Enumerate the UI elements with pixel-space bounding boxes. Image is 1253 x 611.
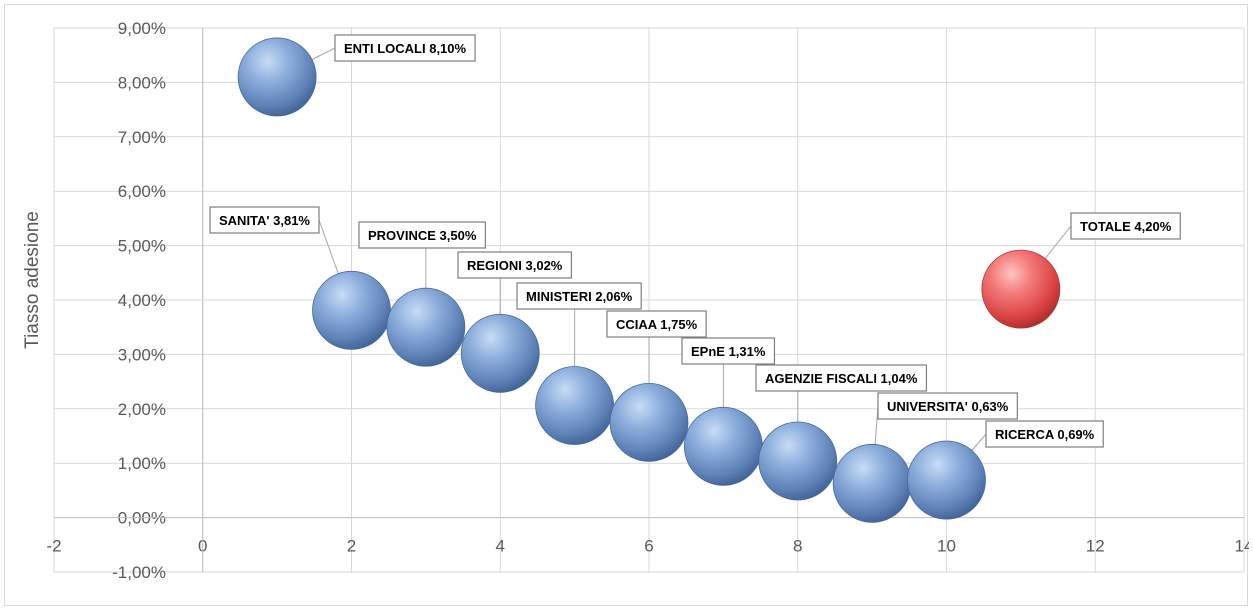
data-label-box <box>334 34 476 62</box>
data-label-box <box>755 364 928 392</box>
bubble-point <box>907 440 986 520</box>
data-label-box <box>606 310 707 338</box>
y-tick-label: 1,00% <box>118 454 166 473</box>
x-tick-label: 8 <box>793 537 802 556</box>
bubble-point <box>386 287 466 367</box>
x-tick-label: 2 <box>347 537 356 556</box>
chart-area: -1,00% 0,00% 1,00% 2,00% 3,00% 4,00% 5,00% 6,00… <box>4 4 1249 606</box>
bubble-point <box>832 443 912 523</box>
data-label: AGENZIE FISCALI 1,04% <box>755 364 928 392</box>
y-tick-label: -1,00% <box>112 563 166 582</box>
data-label-box <box>457 251 572 279</box>
bubble-point <box>237 37 317 117</box>
data-label: UNIVERSITA' 0,63% <box>877 392 1018 420</box>
bubble-point <box>312 270 391 350</box>
y-tick-label: 7,00% <box>118 128 166 147</box>
data-label-text: SANITA' 3,81% <box>219 213 310 228</box>
data-label-box <box>1070 212 1181 240</box>
x-tick-label: 12 <box>1086 537 1105 556</box>
y-tick-label: 3,00% <box>118 345 166 364</box>
data-label-box <box>985 420 1104 448</box>
y-tick-label: 8,00% <box>118 73 166 92</box>
data-label-text: AGENZIE FISCALI 1,04% <box>765 371 918 386</box>
data-label: EPnE 1,31% <box>681 337 776 365</box>
data-label: CCIAA 1,75% <box>606 310 707 338</box>
data-label-text: EPnE 1,31% <box>691 344 766 359</box>
data-label-box <box>681 337 776 365</box>
data-label-text: RICERCA 0,69% <box>995 427 1095 442</box>
data-label-text: TOTALE 4,20% <box>1080 219 1172 234</box>
y-tick-label: 4,00% <box>118 291 166 310</box>
data-label-text: ENTI LOCALI 8,10% <box>344 41 467 56</box>
bubble-point <box>460 313 540 393</box>
x-tick-label: 10 <box>937 537 956 556</box>
bubble-point <box>609 382 689 462</box>
data-label: ENTI LOCALI 8,10% <box>334 34 476 62</box>
y-tick-label: 9,00% <box>118 19 166 38</box>
data-label-text: UNIVERSITA' 0,63% <box>887 399 1009 414</box>
x-tick-label: 6 <box>644 537 653 556</box>
bubble-point <box>683 406 763 486</box>
data-label: TOTALE 4,20% <box>1070 212 1181 240</box>
y-tick-label: 6,00% <box>118 182 166 201</box>
data-label-box <box>877 392 1018 420</box>
bubble-point <box>758 421 838 501</box>
y-axis-title: Tiasso adesione <box>22 211 43 349</box>
y-tick-label: 2,00% <box>118 400 166 419</box>
data-label-box <box>516 282 642 310</box>
data-label-box <box>358 221 486 249</box>
bubble-chart: -1,00%0,00%1,00%2,00%3,00%4,00%5,00%6,00… <box>22 19 1249 582</box>
data-label: RICERCA 0,69% <box>985 420 1104 448</box>
x-tick-label: -2 <box>46 537 61 556</box>
data-label-text: MINISTERI 2,06% <box>526 289 633 304</box>
data-label: MINISTERI 2,06% <box>516 282 642 310</box>
x-tick-label: 14 <box>1235 537 1249 556</box>
data-label-text: REGIONI 3,02% <box>467 258 563 273</box>
data-label: REGIONI 3,02% <box>457 251 572 279</box>
data-label-box <box>209 206 320 234</box>
data-label-text: CCIAA 1,75% <box>616 317 698 332</box>
bubble-point <box>535 366 615 445</box>
data-label-text: PROVINCE 3,50% <box>368 228 477 243</box>
data-label: SANITA' 3,81% <box>209 206 320 234</box>
x-tick-label: 4 <box>496 537 505 556</box>
bubble-point <box>981 249 1061 329</box>
data-label: PROVINCE 3,50% <box>358 221 486 249</box>
y-tick-label: 5,00% <box>118 237 166 256</box>
